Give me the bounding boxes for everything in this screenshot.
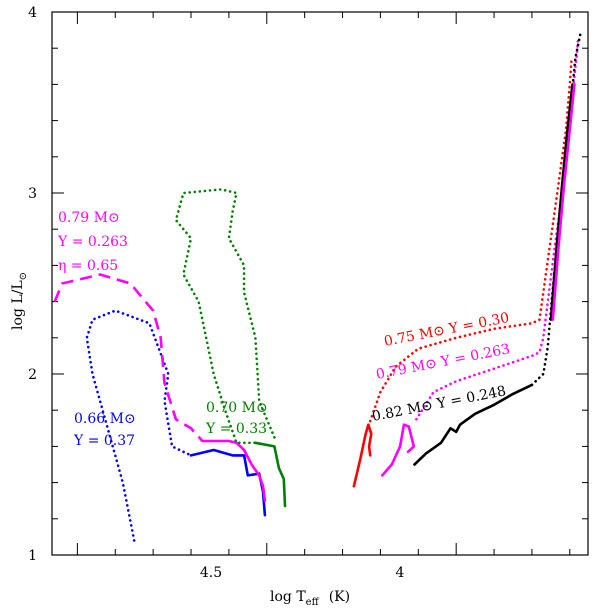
x-axis-title: log Teff (K) — [270, 589, 350, 608]
y-axis-title: log L/L⊙ — [10, 272, 29, 330]
annotation-079-eta-line1: 0.79 M⊙ — [58, 210, 120, 226]
y-tick-label-4: 4 — [28, 5, 37, 21]
x-tick-label-4.5: 4.5 — [200, 565, 222, 581]
series-layer — [53, 28, 583, 542]
annotation-066-line2: Y = 0.37 — [73, 433, 135, 449]
annotation-082-rgb: 0.82 M⊙ Y = 0.248 — [371, 383, 508, 425]
y-tick-label-3: 3 — [28, 186, 37, 202]
annotation-070: 0.70 M⊙ Y = 0.33 — [205, 400, 268, 437]
series-line-7 — [551, 83, 576, 322]
series-line-13 — [254, 441, 287, 508]
series-line-6 — [549, 83, 574, 322]
annotation-070-line2: Y = 0.33 — [205, 421, 267, 437]
plot-frame — [51, 11, 589, 556]
tick-marks — [52, 11, 588, 556]
series-line-8 — [85, 309, 193, 542]
series-line-0 — [352, 423, 373, 488]
annotation-070-line1: 0.70 M⊙ — [206, 400, 268, 416]
series-line-4 — [413, 383, 534, 466]
series-line-9 — [189, 448, 267, 517]
annotation-066-line1: 0.66 M⊙ — [74, 411, 136, 427]
x-tick-label-4: 4 — [396, 565, 405, 581]
annotation-079-eta-line2: Y = 0.263 — [57, 234, 128, 250]
annotation-066: 0.66 M⊙ Y = 0.37 — [73, 411, 136, 449]
series-line-10 — [53, 273, 204, 442]
series-line-2 — [380, 423, 416, 477]
series-line-1 — [368, 55, 574, 423]
series-line-12 — [174, 188, 276, 445]
annotation-079-eta: 0.79 M⊙ Y = 0.263 η = 0.65 — [57, 210, 128, 274]
y-tick-label-1: 1 — [28, 548, 37, 564]
series-line-5 — [530, 28, 583, 387]
series-line-3 — [415, 35, 580, 421]
y-tick-label-2: 2 — [28, 367, 37, 383]
series-line-11 — [201, 439, 267, 503]
annotation-079-eta-line3: η = 0.65 — [58, 258, 118, 274]
